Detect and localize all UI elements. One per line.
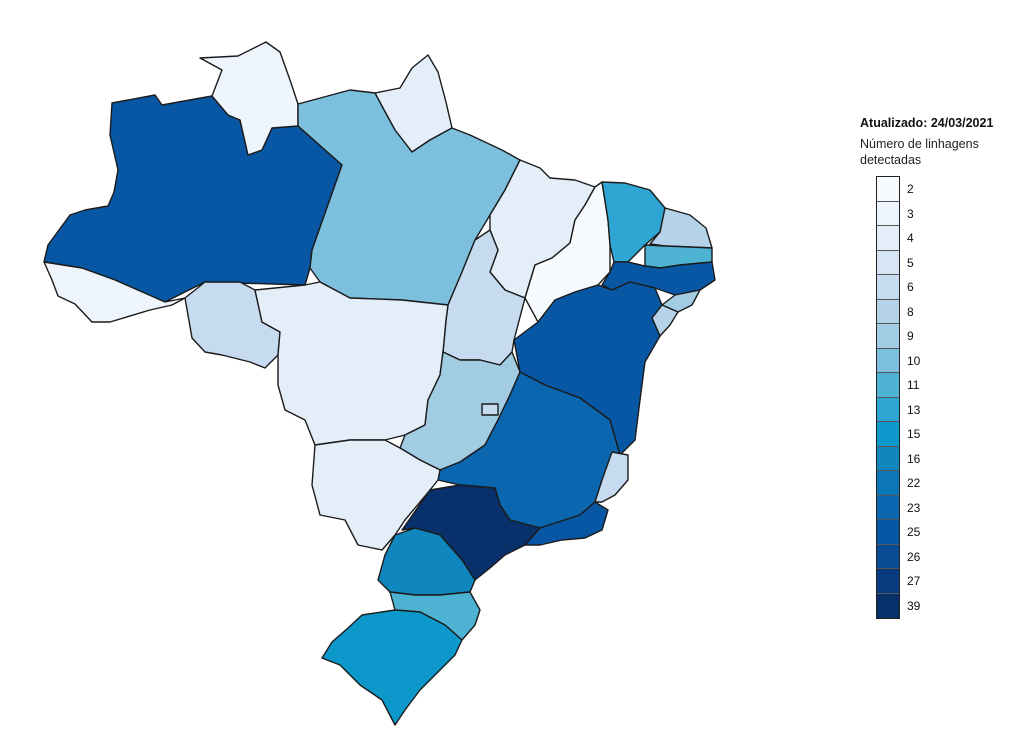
legend-value: 6 (907, 280, 914, 294)
legend-swatch (877, 373, 899, 398)
legend-swatch (877, 177, 899, 202)
legend: Atualizado: 24/03/2021 Número de linhage… (860, 116, 1020, 619)
legend-row: 16 (877, 446, 920, 471)
legend-row: 22 (877, 471, 920, 496)
legend-value: 5 (907, 255, 914, 270)
legend-value: 4 (907, 231, 914, 245)
legend-row: 27 (877, 569, 920, 594)
legend-row: 8 (877, 299, 914, 324)
legend-value: 22 (907, 476, 921, 490)
state-alagoas (661, 289, 701, 313)
legend-value: 16 (907, 451, 921, 466)
state-roraima (199, 41, 299, 156)
legend-swatch (877, 397, 899, 422)
legend-value: 9 (907, 329, 914, 343)
legend-row: 15 (877, 422, 920, 447)
state-espirito-santo (594, 451, 629, 503)
legend-row: 39 (877, 593, 920, 618)
legend-value: 15 (907, 427, 921, 441)
legend-row: 4 (877, 226, 914, 251)
legend-swatch (877, 495, 899, 520)
legend-value: 10 (907, 353, 921, 368)
legend-swatch (877, 201, 899, 226)
legend-swatch (877, 569, 899, 594)
legend-swatch (877, 471, 899, 496)
legend-row: 11 (877, 373, 919, 398)
legend-swatch (877, 520, 899, 545)
legend-row: 23 (877, 495, 920, 520)
legend-updated-date: Atualizado: 24/03/2021 (860, 116, 994, 130)
legend-row: 13 (877, 397, 920, 422)
legend-value: 2 (907, 182, 914, 196)
legend-color-scale: 2 3 4 5 6 8 9 10 11 13 15 16 22 23 25 26 27 39 (876, 176, 920, 619)
legend-value: 39 (907, 598, 921, 613)
state-mato-grosso (254, 281, 449, 446)
state-distrito-federal (481, 403, 499, 416)
legend-row: 2 (877, 177, 914, 202)
legend-swatch (877, 348, 899, 373)
legend-swatch (877, 226, 899, 251)
legend-row: 6 (877, 275, 914, 300)
state-mato-grosso-do-sul (311, 439, 441, 551)
legend-value: 23 (907, 500, 921, 515)
legend-swatch (877, 275, 899, 300)
state-rio-grande-do-sul (321, 609, 463, 726)
legend-swatch (877, 544, 899, 569)
legend-subtitle: Número de linhagens detectadas (860, 137, 979, 167)
legend-row: 10 (877, 348, 920, 373)
legend-value: 25 (907, 525, 921, 539)
legend-swatch (877, 422, 899, 447)
legend-row: 9 (877, 324, 914, 349)
legend-value: 8 (907, 304, 914, 319)
state-acre (43, 261, 186, 323)
legend-swatch (877, 250, 899, 275)
legend-value: 27 (907, 574, 921, 588)
legend-swatch (877, 446, 899, 471)
legend-swatch (877, 299, 899, 324)
legend-swatch (877, 593, 899, 618)
legend-value: 3 (907, 206, 914, 221)
legend-value: 26 (907, 549, 921, 564)
legend-row: 26 (877, 544, 920, 569)
legend-value: 13 (907, 402, 921, 417)
legend-row: 3 (877, 201, 914, 226)
state-rio-de-janeiro (524, 501, 609, 546)
brazil-choropleth-map (43, 41, 716, 726)
legend-value: 11 (907, 378, 920, 392)
legend-swatch (877, 324, 899, 349)
legend-row: 25 (877, 520, 920, 545)
legend-row: 5 (877, 250, 914, 275)
